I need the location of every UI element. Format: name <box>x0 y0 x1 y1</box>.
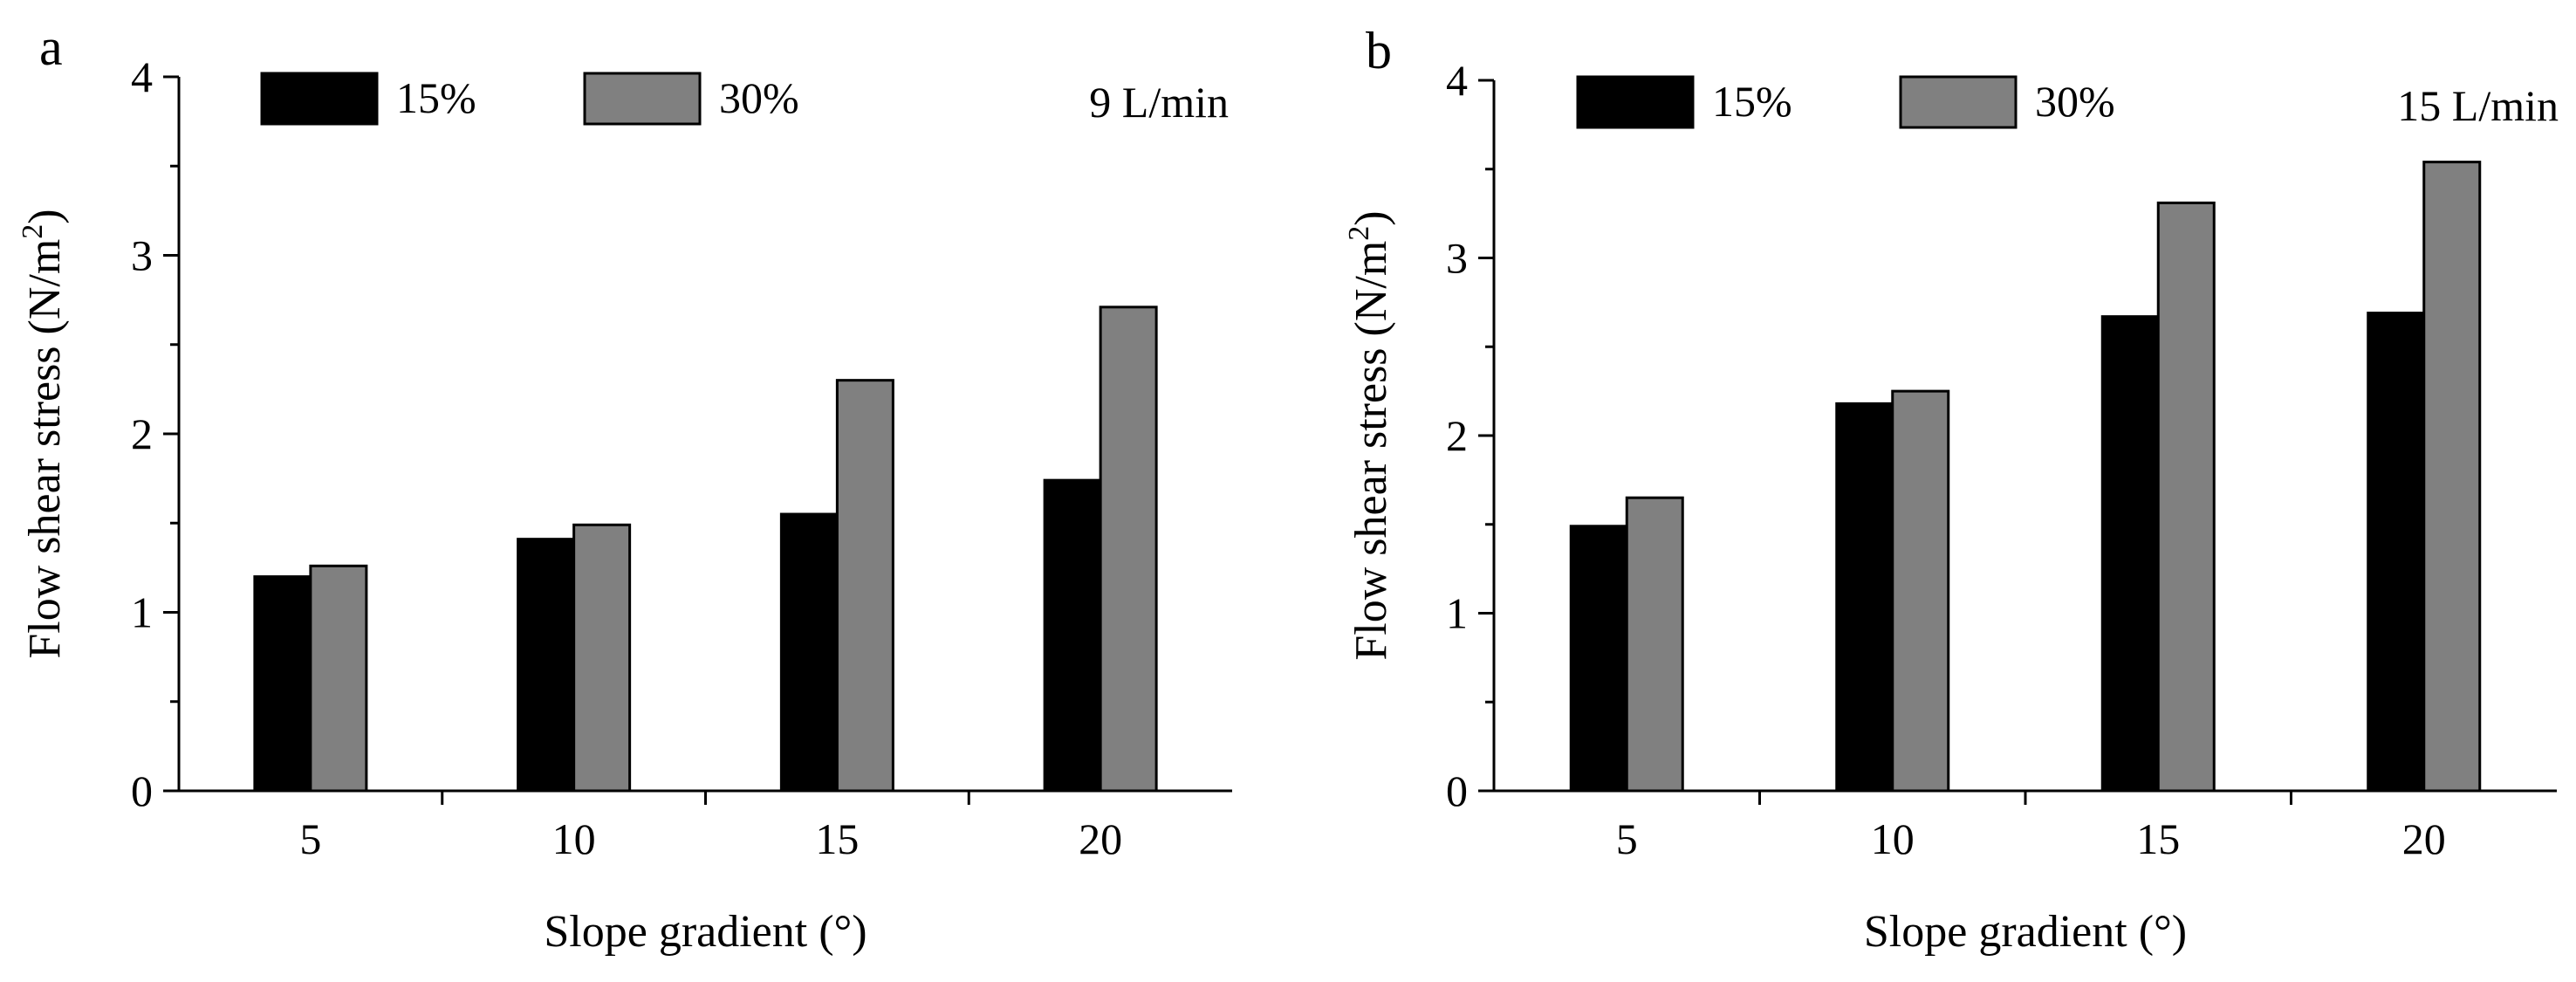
bar-15pct-10 <box>1835 402 1894 793</box>
x-tick-label: 15 <box>815 814 859 863</box>
x-tick-label: 10 <box>552 814 596 863</box>
y-axis-label-sup: 2 <box>17 224 49 239</box>
y-axis-label-end: ) <box>20 209 70 223</box>
legend-swatch-30pct <box>583 72 702 126</box>
y-axis-label: Flow shear stress (N/m2) <box>1343 210 1396 660</box>
x-tick-label: 5 <box>1616 814 1638 863</box>
y-tick-label: 0 <box>1446 766 1468 815</box>
y-tick-label: 1 <box>1446 589 1468 638</box>
x-axis-label: Slope gradient (°) <box>544 907 867 957</box>
y-tick-label: 2 <box>1446 411 1468 460</box>
legend-label: 30% <box>719 73 799 122</box>
y-axis-label-main: Flow shear stress (N/m <box>1346 241 1396 661</box>
bar-30pct-15 <box>2156 201 2216 793</box>
x-tick-label: 20 <box>2402 814 2446 863</box>
x-tick-label: 10 <box>1871 814 1915 863</box>
bar-15pct-20 <box>2367 312 2426 793</box>
legend-swatch-30pct <box>1899 75 2018 129</box>
bar-30pct-5 <box>1625 496 1684 793</box>
y-axis-label-sup: 2 <box>1343 226 1375 241</box>
bar-15pct-20 <box>1043 478 1102 793</box>
chart-panel-b: b 0 1 2 3 4 5 10 15 20 Slope gradient (°) Flow shea… <box>1343 22 2559 957</box>
bar-30pct-15 <box>835 379 894 793</box>
bar-30pct-10 <box>572 523 632 793</box>
panel-label: a <box>39 18 63 76</box>
x-tick-label: 5 <box>299 814 321 863</box>
y-axis-label-end: ) <box>1346 210 1396 225</box>
legend-label: 15% <box>396 73 476 122</box>
bar-30pct-10 <box>1891 389 1950 793</box>
bar-30pct-20 <box>2422 161 2482 793</box>
y-tick-label: 4 <box>131 52 153 101</box>
bar-15pct-15 <box>779 512 839 793</box>
y-tick-label: 4 <box>1446 56 1468 105</box>
condition-annotation: 15 L/min <box>2397 81 2559 130</box>
y-tick-label: 2 <box>131 409 153 458</box>
x-tick-label: 20 <box>1079 814 1122 863</box>
y-axis-label-main: Flow shear stress (N/m <box>20 239 70 659</box>
y-tick-label: 0 <box>131 766 153 815</box>
legend-label: 30% <box>2035 77 2115 126</box>
legend-label: 15% <box>1712 77 1792 126</box>
bar-30pct-20 <box>1099 306 1158 793</box>
y-tick-label: 1 <box>131 588 153 637</box>
y-axis-label: Flow shear stress (N/m2) <box>17 209 70 658</box>
chart-panel-a: a 0 1 2 3 4 5 10 15 20 Slope gradient (°) Flow shea… <box>17 18 1232 957</box>
bar-15pct-5 <box>1569 525 1628 793</box>
bar-30pct-5 <box>309 564 368 793</box>
x-tick-label: 15 <box>2136 814 2180 863</box>
legend-swatch-15pct <box>1576 75 1695 129</box>
bar-15pct-5 <box>253 575 312 793</box>
y-tick-label: 3 <box>131 231 153 280</box>
condition-annotation: 9 L/min <box>1089 78 1229 127</box>
y-tick-label: 3 <box>1446 234 1468 283</box>
panel-label: b <box>1366 22 1392 79</box>
bar-15pct-15 <box>2100 315 2160 793</box>
legend-swatch-15pct <box>260 72 379 126</box>
bar-15pct-10 <box>517 538 576 793</box>
x-axis-label: Slope gradient (°) <box>1864 907 2187 957</box>
